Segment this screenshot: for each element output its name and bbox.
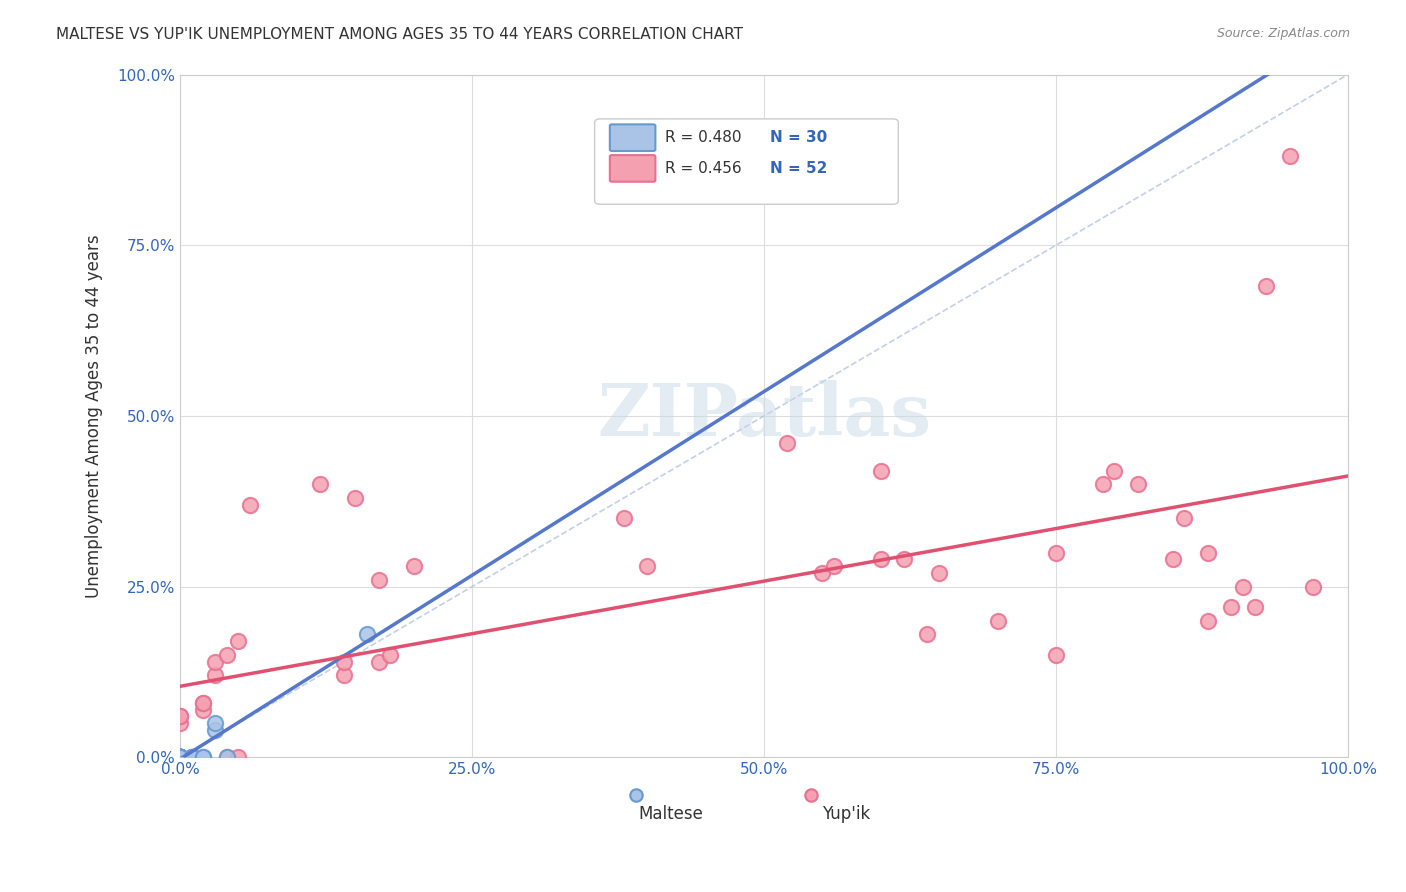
Point [169, 750, 191, 764]
Text: R = 0.480: R = 0.480 [665, 130, 741, 145]
FancyBboxPatch shape [610, 155, 655, 182]
Point [169, 750, 191, 764]
Text: MALTESE VS YUP'IK UNEMPLOYMENT AMONG AGES 35 TO 44 YEARS CORRELATION CHART: MALTESE VS YUP'IK UNEMPLOYMENT AMONG AGE… [56, 27, 744, 42]
Text: N = 30: N = 30 [770, 130, 827, 145]
Point [228, 634, 250, 648]
Point [1045, 545, 1067, 559]
Text: ZIPatlas: ZIPatlas [598, 381, 931, 451]
Point [169, 750, 191, 764]
Point [193, 750, 215, 764]
Point [169, 750, 191, 764]
Point [1104, 464, 1126, 478]
Point [204, 716, 226, 731]
Point [636, 559, 658, 574]
Point [624, 788, 647, 802]
Point [169, 750, 191, 764]
Point [169, 709, 191, 723]
Y-axis label: Unemployment Among Ages 35 to 44 years: Unemployment Among Ages 35 to 44 years [86, 234, 103, 598]
Point [169, 750, 191, 764]
Point [811, 566, 834, 580]
Point [367, 573, 389, 587]
Point [823, 559, 845, 574]
Point [367, 655, 389, 669]
Point [1091, 477, 1114, 491]
Point [917, 627, 939, 641]
Point [1126, 477, 1149, 491]
Point [169, 716, 191, 731]
Point [215, 750, 238, 764]
Point [193, 696, 215, 710]
Point [180, 750, 202, 764]
Point [169, 750, 191, 764]
Point [169, 750, 191, 764]
Text: N = 52: N = 52 [770, 161, 827, 176]
Point [1232, 580, 1254, 594]
Point [613, 511, 636, 525]
Point [169, 750, 191, 764]
Point [869, 552, 891, 566]
Point [169, 750, 191, 764]
Point [344, 491, 367, 505]
Point [169, 750, 191, 764]
Point [380, 648, 402, 662]
Point [1243, 600, 1265, 615]
Point [1045, 648, 1067, 662]
Point [332, 655, 354, 669]
Point [169, 750, 191, 764]
Point [1302, 580, 1324, 594]
Point [332, 668, 354, 682]
Point [800, 788, 823, 802]
Point [987, 614, 1010, 628]
Point [169, 750, 191, 764]
Point [169, 750, 191, 764]
Point [928, 566, 950, 580]
Point [169, 750, 191, 764]
Point [169, 750, 191, 764]
Point [169, 750, 191, 764]
Point [204, 723, 226, 737]
Point [169, 750, 191, 764]
Point [228, 750, 250, 764]
Point [193, 703, 215, 717]
Point [1197, 614, 1219, 628]
Point [356, 627, 378, 641]
Point [193, 750, 215, 764]
Point [169, 709, 191, 723]
Point [169, 750, 191, 764]
Point [193, 696, 215, 710]
Text: Maltese: Maltese [638, 805, 703, 823]
Point [215, 648, 238, 662]
Point [180, 750, 202, 764]
Point [893, 552, 915, 566]
Point [1173, 511, 1195, 525]
Point [1161, 552, 1184, 566]
Point [869, 464, 891, 478]
Point [1278, 149, 1301, 163]
Point [204, 655, 226, 669]
Point [239, 498, 262, 512]
Point [1220, 600, 1243, 615]
Point [204, 668, 226, 682]
Point [169, 750, 191, 764]
Point [180, 750, 202, 764]
Point [180, 750, 202, 764]
Point [169, 750, 191, 764]
FancyBboxPatch shape [610, 124, 655, 151]
Point [1256, 279, 1278, 293]
Point [309, 477, 332, 491]
Point [169, 750, 191, 764]
Point [169, 750, 191, 764]
Point [169, 750, 191, 764]
Text: R = 0.456: R = 0.456 [665, 161, 741, 176]
Point [169, 750, 191, 764]
FancyBboxPatch shape [595, 119, 898, 204]
Text: Yup'ik: Yup'ik [821, 805, 870, 823]
Point [215, 750, 238, 764]
Point [1197, 545, 1219, 559]
Point [402, 559, 425, 574]
Point [776, 436, 799, 450]
Text: Source: ZipAtlas.com: Source: ZipAtlas.com [1216, 27, 1350, 40]
